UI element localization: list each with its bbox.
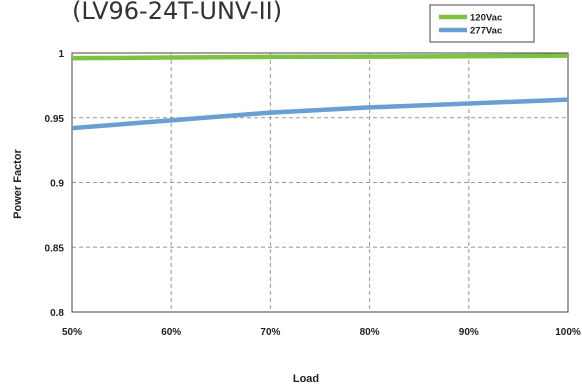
x-tick-label: 70% <box>260 327 280 338</box>
y-tick-label: 0.8 <box>50 308 64 319</box>
plot-frame <box>71 52 569 313</box>
chart-title: (LV96-24T-UNV-II) <box>72 0 282 25</box>
series-line-120Vac <box>71 53 569 61</box>
x-tick-label: 50% <box>62 327 82 338</box>
y-axis-title: Power Factor <box>12 148 24 218</box>
y-tick-label: 1 <box>58 49 64 60</box>
y-tick-label: 0.9 <box>50 179 64 190</box>
legend-label: 120Vac <box>470 13 502 24</box>
series-line-277Vac <box>71 97 569 131</box>
plot-area: 0.8 0.85 0.9 0.95 1 50% 60% 70% 80% 90% 100% <box>45 49 581 338</box>
x-tick-label: 100% <box>555 327 581 338</box>
y-tick-label: 0.85 <box>45 243 65 254</box>
x-tick-label: 60% <box>161 327 181 338</box>
y-tick-label: 0.95 <box>45 114 65 125</box>
x-tick-label: 90% <box>459 327 479 338</box>
legend-box <box>429 4 535 43</box>
legend: 120Vac 277Vac <box>429 4 535 43</box>
x-axis-title: Load <box>293 373 319 385</box>
x-tick-label: 80% <box>360 327 380 338</box>
legend-label: 277Vac <box>470 26 502 37</box>
